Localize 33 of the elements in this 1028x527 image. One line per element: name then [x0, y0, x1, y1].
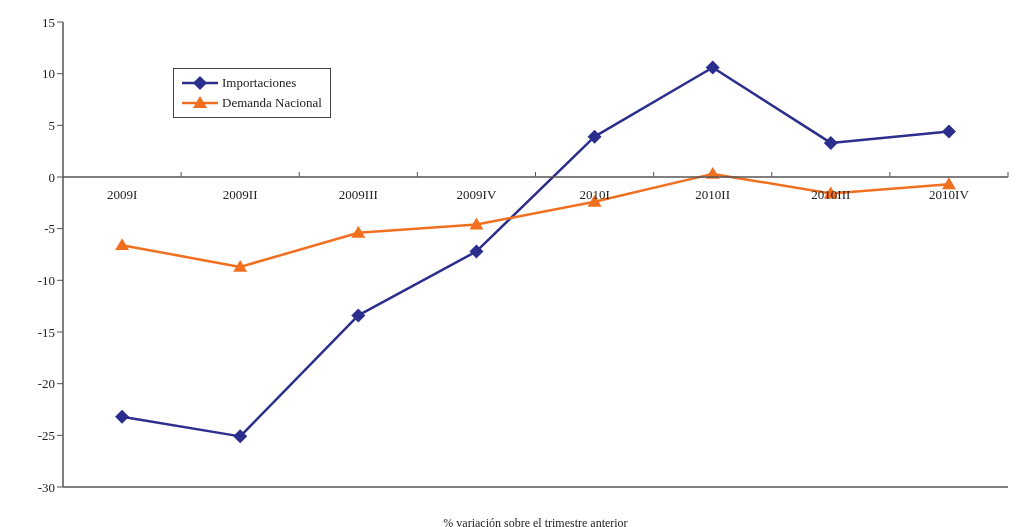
- point: [587, 129, 602, 144]
- y-tick-label: -15: [37, 324, 55, 340]
- x-tick-label: 2009IV: [456, 187, 497, 202]
- point: [941, 177, 956, 190]
- point: [351, 308, 366, 323]
- y-tick-label: 0: [48, 169, 55, 185]
- y-tick-label: -5: [44, 221, 55, 237]
- x-axis-title: % variación sobre el trimestre anterior: [443, 516, 628, 527]
- point: [469, 217, 484, 230]
- x-tick-label: 2010II: [695, 187, 731, 202]
- x-tick-label: 2009I: [106, 187, 138, 202]
- point: [941, 124, 956, 139]
- point: [469, 244, 484, 259]
- x-tick-label: 2010I: [579, 187, 610, 202]
- point: [233, 429, 248, 444]
- point: [115, 409, 130, 424]
- point: [823, 135, 838, 150]
- point: [233, 259, 248, 272]
- y-tick-label: 15: [42, 14, 55, 30]
- y-tick-label: 10: [42, 66, 55, 82]
- y-tick-label: -10: [37, 272, 55, 288]
- y-tick-label: -20: [37, 376, 55, 392]
- y-tick-label: -25: [37, 427, 55, 443]
- point: [115, 238, 130, 251]
- x-tick-label: 2009II: [222, 187, 258, 202]
- y-tick-label: -30: [37, 479, 55, 495]
- legend-label: Importaciones: [221, 74, 298, 92]
- point: [705, 60, 720, 75]
- x-tick-label: 2010IV: [929, 187, 970, 202]
- x-tick-label: 2009III: [338, 187, 378, 202]
- legend-label: Demanda Nacional: [221, 94, 322, 112]
- y-tick-label: 5: [48, 117, 55, 133]
- point: [351, 225, 366, 238]
